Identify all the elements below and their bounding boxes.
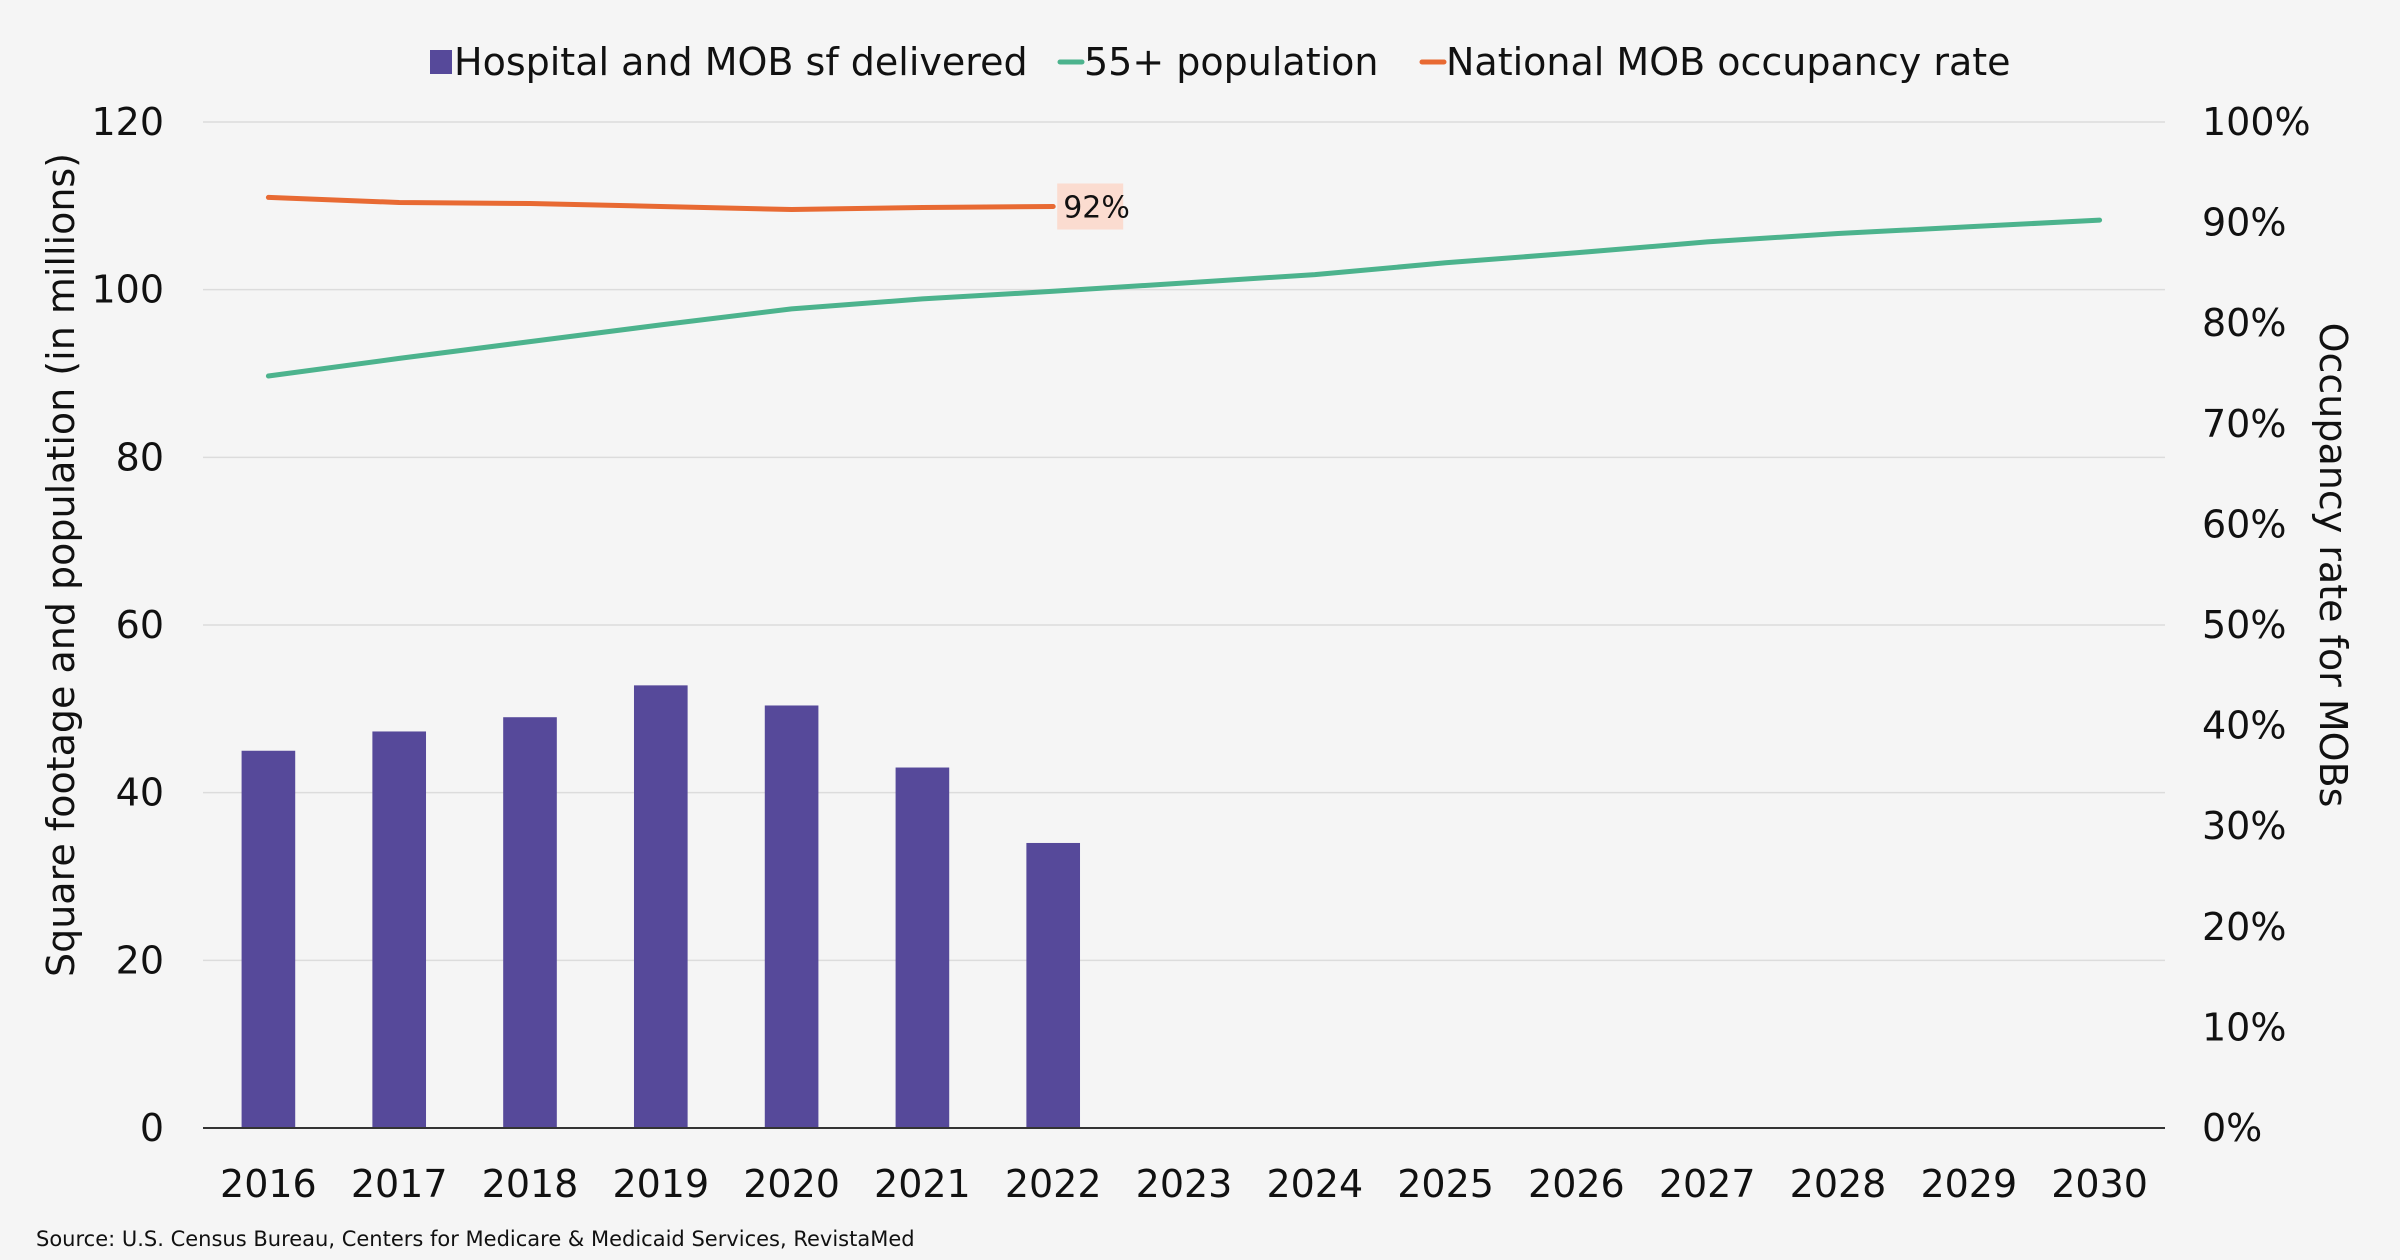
y-left-tick-label: 120 [91, 100, 164, 144]
y-right-tick-label: 20% [2202, 905, 2286, 949]
x-tick-label: 2021 [874, 1162, 971, 1206]
bar-series [241, 685, 1081, 1128]
y-right-tick-label: 40% [2202, 704, 2286, 748]
gridlines [203, 121, 2165, 962]
legend: Hospital and MOB sf delivered 55+ populat… [430, 40, 2011, 84]
x-tick-label: 2027 [1659, 1162, 1756, 1206]
y-left-tick-label: 20 [116, 938, 164, 982]
bar [1026, 842, 1081, 1128]
x-tick-label: 2026 [1528, 1162, 1625, 1206]
y-right-tick-label: 30% [2202, 804, 2286, 848]
left-axis-title: Square footage and population (in millio… [39, 153, 83, 977]
source-note: Source: U.S. Census Bureau, Centers for … [36, 1227, 915, 1251]
data-label-group: 92% [1057, 183, 1130, 230]
x-tick-label: 2016 [220, 1162, 317, 1206]
data-label: 92% [1063, 191, 1130, 226]
right-axis-ticks: 0% 10% 20% 30% 40% 50% 60% 70% 80% 90% 100% [2202, 100, 2311, 1150]
bar [503, 717, 557, 1128]
bar [241, 750, 296, 1128]
legend-label: Hospital and MOB sf delivered [454, 40, 1028, 84]
x-tick-label: 2029 [1920, 1162, 2017, 1206]
x-tick-label: 2030 [2051, 1162, 2148, 1206]
right-axis-title: Occupancy rate for MOBs [2311, 323, 2355, 808]
y-left-tick-label: 40 [116, 771, 164, 815]
bar [764, 705, 819, 1128]
series-line [265, 194, 1056, 212]
y-right-tick-label: 90% [2202, 201, 2286, 245]
y-right-tick-label: 0% [2202, 1106, 2262, 1150]
y-right-tick-label: 60% [2202, 502, 2286, 546]
y-left-tick-label: 60 [116, 603, 164, 647]
x-axis-ticks: 2016 2017 2018 2019 2020 2021 2022 2023 2024 2025… [220, 1162, 2148, 1206]
left-axis-ticks: 0 20 40 60 80 100 120 [91, 100, 164, 1150]
legend-swatch [430, 50, 452, 74]
x-tick-label: 2024 [1266, 1162, 1363, 1206]
data-label-background [1057, 183, 1124, 230]
x-tick-label: 2025 [1397, 1162, 1494, 1206]
y-left-tick-label: 100 [91, 268, 164, 312]
x-tick-label: 2028 [1790, 1162, 1887, 1206]
line-series [265, 194, 2103, 379]
x-tick-label: 2023 [1136, 1162, 1233, 1206]
y-right-tick-label: 10% [2202, 1005, 2286, 1049]
x-tick-label: 2019 [612, 1162, 709, 1206]
y-right-tick-label: 100% [2202, 100, 2311, 144]
x-tick-label: 2022 [1005, 1162, 1102, 1206]
x-tick-label: 2018 [482, 1162, 579, 1206]
y-left-tick-label: 80 [116, 435, 164, 479]
bar [372, 731, 427, 1128]
bar [895, 767, 950, 1128]
y-left-tick-label: 0 [140, 1106, 164, 1150]
x-tick-label: 2020 [743, 1162, 840, 1206]
x-tick-label: 2017 [351, 1162, 448, 1206]
y-right-tick-label: 50% [2202, 603, 2286, 647]
bar [633, 685, 688, 1128]
series-line [265, 217, 2103, 379]
y-right-tick-label: 70% [2202, 402, 2286, 446]
y-right-tick-label: 80% [2202, 301, 2286, 345]
legend-label: National MOB occupancy rate [1446, 40, 2011, 84]
legend-label: 55+ population [1084, 40, 1378, 84]
